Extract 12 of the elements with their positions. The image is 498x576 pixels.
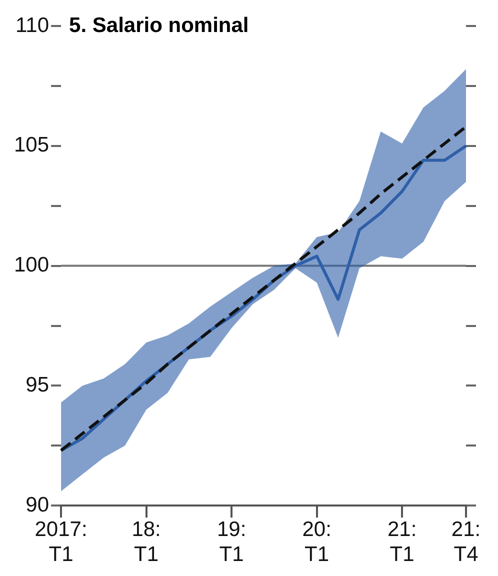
y-tick-label: 105: [14, 134, 50, 157]
x-tick-label: 19: T1: [216, 518, 246, 566]
x-tick-label: 20: T1: [302, 518, 332, 566]
chart-title: 5. Salario nominal: [69, 14, 249, 37]
x-tick-label: 18: T1: [132, 518, 161, 566]
x-tick-label: 21: T1: [387, 518, 417, 566]
x-tick-label: 21: T4: [451, 518, 481, 566]
x-tick-label: 2017: T1: [34, 518, 88, 566]
y-tick-label: 90: [26, 493, 50, 516]
y-tick-label: 110: [16, 14, 50, 37]
y-tick-label: 95: [26, 373, 50, 396]
y-tick-label: 100: [14, 254, 50, 277]
